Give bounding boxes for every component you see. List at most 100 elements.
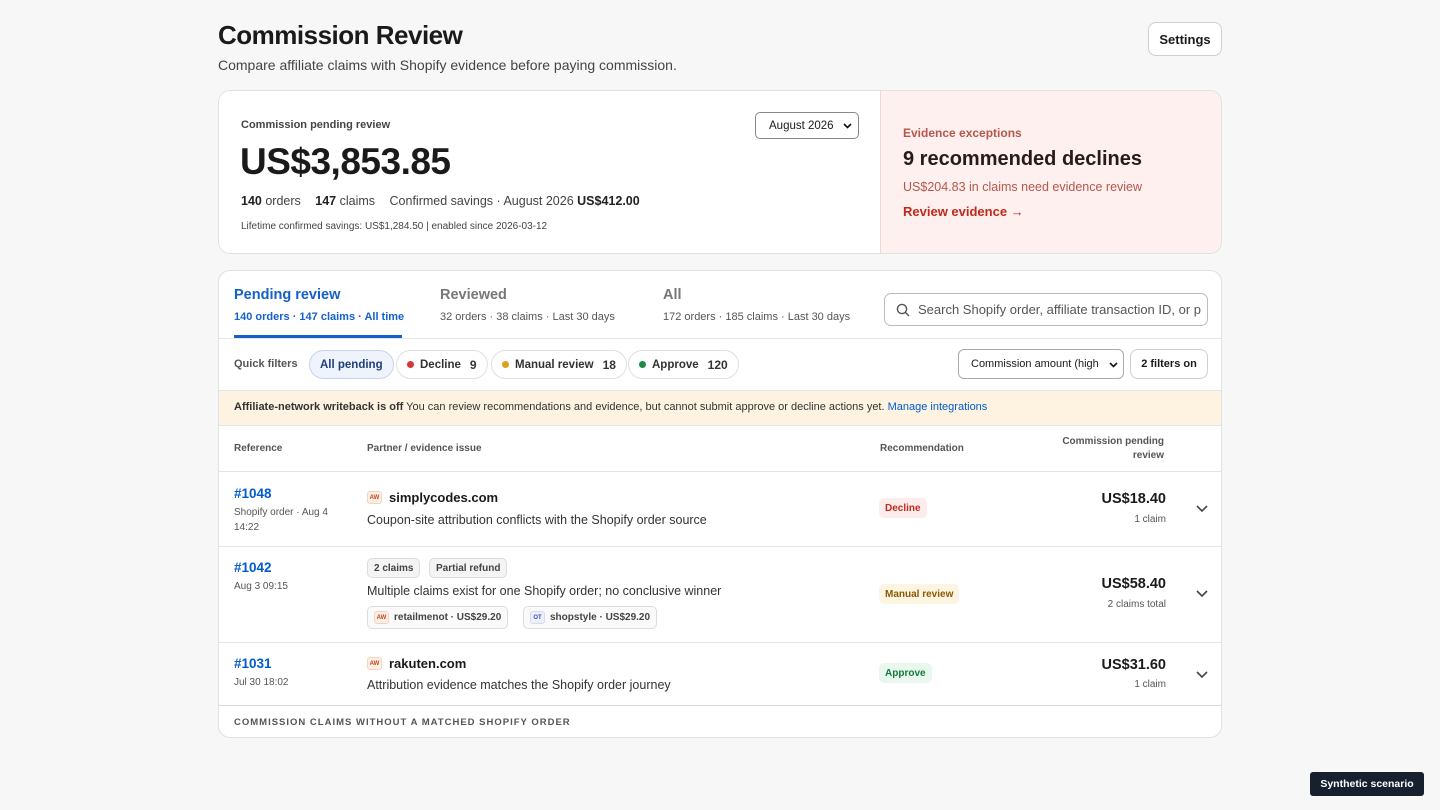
tab-pending[interactable]: Pending review 140 orders · 147 claims ·… — [234, 287, 404, 323]
divider — [219, 705, 1221, 706]
expand-chevron[interactable] — [1195, 589, 1209, 599]
network-badge: AW — [367, 657, 382, 670]
order-meta: Shopify order · Aug 4 14:22 — [234, 507, 328, 533]
filters-button[interactable]: 2 filters on — [1130, 349, 1208, 379]
chip-label: Decline — [420, 358, 461, 371]
settings-button[interactable]: Settings — [1148, 22, 1222, 56]
evidence-issue: Attribution evidence matches the Shopify… — [367, 678, 671, 692]
tab-all[interactable]: All 172 orders · 185 claims · Last 30 da… — [663, 287, 850, 323]
chip-label: Manual review — [515, 358, 594, 371]
banner-title: Affiliate-network writeback is off — [234, 401, 404, 413]
lifetime-savings: Lifetime confirmed savings: US$1,284.50 … — [241, 221, 548, 232]
row-amount: US$18.40 — [1101, 491, 1167, 507]
expand-chevron[interactable] — [1195, 504, 1209, 514]
period-select[interactable]: August 2026 — [755, 112, 859, 139]
summary-card: Commission pending review August 2026 US… — [218, 90, 1222, 254]
orders-count: 140 — [241, 194, 262, 208]
divider — [219, 338, 1221, 339]
savings-label: Confirmed savings · August 2026 — [389, 194, 574, 208]
column-header: Partner / evidence issue — [367, 443, 482, 454]
page-subtitle: Compare affiliate claims with Shopify ev… — [218, 57, 677, 73]
claims-card: Pending review 140 orders · 147 claims ·… — [218, 270, 1222, 738]
page-title: Commission Review — [218, 20, 463, 50]
sub-claim-text: retailmenot · US$29.20 — [394, 612, 502, 623]
pending-amount: US$3,853.85 — [240, 141, 451, 182]
recommendation-badge: Approve — [879, 663, 932, 683]
sort-value: Commission amount (high — [971, 358, 1099, 370]
divider — [219, 642, 1221, 643]
filter-chip[interactable]: Approve 120 — [628, 350, 739, 379]
exceptions-label: Evidence exceptions — [903, 126, 1022, 140]
divider — [219, 425, 1221, 426]
partner-name: simplycodes.com — [389, 490, 499, 505]
tab-reviewed[interactable]: Reviewed 32 orders · 38 claims · Last 30… — [440, 287, 615, 323]
partner: AW simplycodes.com — [367, 490, 498, 505]
scenario-badge: Synthetic scenario — [1310, 772, 1424, 796]
tab-meta: 32 orders · 38 claims · Last 30 days — [440, 311, 615, 323]
claim-row[interactable]: #1031 Jul 30 18:02 AW rakuten.com Attribu… — [219, 643, 1221, 705]
row-amount: US$58.40 — [1101, 576, 1167, 592]
sort-select[interactable]: Commission amount (high — [958, 349, 1124, 379]
select-arrow — [843, 123, 852, 129]
claim-row[interactable]: #1042 Aug 3 09:15 2 claims Partial refun… — [219, 547, 1221, 642]
quick-filters-label: Quick filters — [234, 358, 298, 370]
evidence-issue: Multiple claims exist for one Shopify or… — [367, 584, 722, 598]
order-reference[interactable]: #1042 — [234, 560, 272, 575]
section-heading: COMMISSION CLAIMS WITHOUT A MATCHED SHOP… — [234, 717, 571, 728]
recommendation-badge: Decline — [879, 498, 927, 518]
row-amount-note: 1 claim — [1134, 679, 1166, 690]
sub-claim: OT shopstyle · US$29.20 — [523, 606, 658, 629]
filter-chip[interactable]: Manual review 18 — [491, 350, 627, 379]
row-amount-note: 1 claim — [1134, 514, 1166, 525]
row-amount-note: 2 claims total — [1107, 599, 1166, 610]
tab-title: Reviewed — [440, 287, 507, 303]
search-placeholder: Search Shopify order, affiliate transact… — [918, 302, 1202, 317]
column-header: Commission pending review — [1062, 436, 1164, 461]
summary-label: Commission pending review — [241, 119, 391, 131]
search-input[interactable]: Search Shopify order, affiliate transact… — [884, 293, 1208, 326]
tab-title: All — [663, 287, 682, 303]
manage-integrations-link[interactable]: Manage integrations — [887, 401, 988, 413]
divider — [219, 471, 1221, 472]
writeback-banner: Affiliate-network writeback is off You c… — [219, 391, 1221, 425]
tab-meta: 172 orders · 185 claims · Last 30 days — [663, 311, 851, 323]
banner-text: You can review recommendations and evide… — [406, 401, 885, 413]
exceptions-detail: US$204.83 in claims need evidence review — [903, 180, 1143, 194]
review-evidence-link[interactable]: Review evidence → — [903, 204, 1024, 219]
claim-tag: 2 claims — [367, 558, 421, 578]
filter-chip[interactable]: Decline 9 — [396, 350, 488, 379]
exceptions-headline: 9 recommended declines — [903, 148, 1142, 170]
claims-count: 147 — [315, 194, 337, 208]
network-badge: AW — [367, 491, 382, 504]
chip-count: 18 — [602, 357, 616, 372]
claim-row[interactable]: #1048 Shopify order · Aug 4 14:22 AW simp… — [219, 472, 1221, 546]
order-meta: Aug 3 09:15 — [234, 581, 288, 592]
tab-title: Pending review — [234, 287, 341, 303]
column-header: Recommendation — [880, 443, 964, 454]
network-badge: AW — [374, 611, 389, 624]
tab-meta: 140 orders · 147 claims · All time — [234, 311, 405, 323]
chip-dot — [502, 361, 509, 368]
sub-claim: AW retailmenot · US$29.20 — [367, 606, 509, 629]
chip-label: Approve — [652, 358, 699, 371]
partner-name: rakuten.com — [389, 656, 467, 671]
savings-value: US$412.00 — [577, 194, 640, 208]
partner: AW rakuten.com — [367, 656, 466, 671]
tab-underline — [234, 335, 402, 338]
orders-label: orders — [265, 194, 301, 208]
claim-tag: Partial refund — [429, 558, 508, 578]
order-reference[interactable]: #1048 — [234, 486, 272, 501]
order-reference[interactable]: #1031 — [234, 656, 272, 671]
divider — [219, 546, 1221, 547]
sub-claim-text: shopstyle · US$29.20 — [550, 612, 651, 623]
row-amount: US$31.60 — [1101, 657, 1167, 673]
search-icon — [896, 303, 910, 316]
filter-chip[interactable]: All pending — [309, 350, 394, 379]
network-badge: OT — [530, 611, 545, 624]
claims-label: claims — [339, 194, 376, 208]
chip-count: 120 — [707, 357, 728, 372]
expand-chevron[interactable] — [1195, 670, 1209, 680]
recommendation-badge: Manual review — [879, 584, 960, 604]
chip-count: 9 — [469, 357, 477, 372]
